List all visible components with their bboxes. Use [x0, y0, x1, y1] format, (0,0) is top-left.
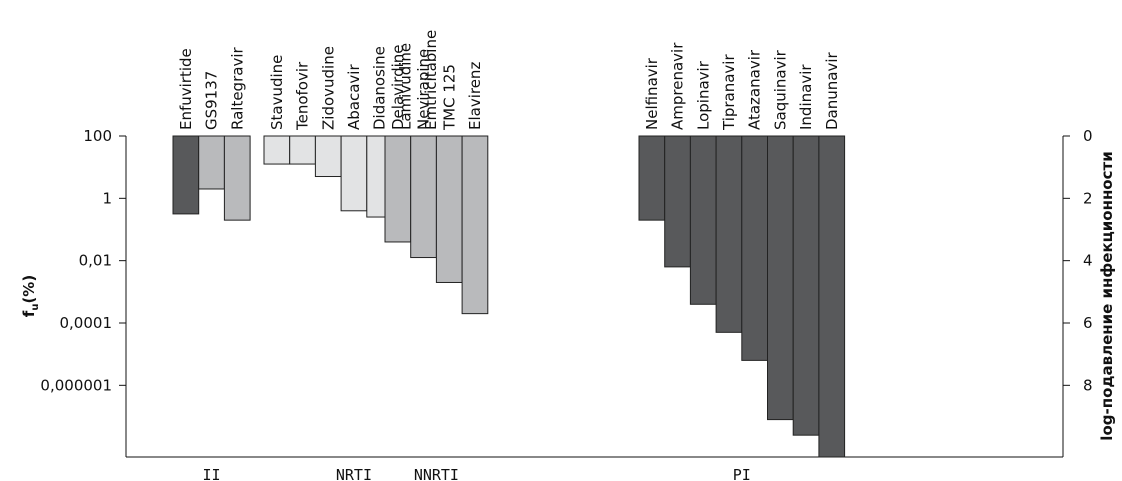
group-label-ii: II [203, 466, 221, 481]
y-tick-label: 0,000001 [40, 376, 112, 394]
bar-amprenavir [664, 135, 691, 268]
y2-axis-title: log-подавление инфекционности [1098, 151, 1116, 440]
bar-indinavir [792, 135, 820, 436]
bar-label: Lopinavir [694, 60, 712, 130]
y-axis-title-sub: u [30, 304, 41, 311]
y-tick-label: 0,01 [79, 252, 112, 270]
bar-label: Amprenavir [669, 42, 687, 130]
bar-label: Nelfinavir [643, 57, 661, 130]
bar-label: Elavirenz [466, 62, 484, 130]
bar-labels: Enfuvirtide GS9137 Raltegravir Stavudine Ten… [177, 30, 841, 131]
bar-nevirapine [410, 135, 437, 259]
y-axis-title-main: f [20, 310, 38, 317]
bar-lopinavir [689, 135, 717, 305]
bar-label: Tipranavir [720, 54, 738, 131]
y-tick-label: 100 [83, 127, 112, 145]
group-label-nrti: NRTI [336, 466, 372, 481]
y-axis-title-suffix: (%) [20, 275, 38, 304]
bar-label: Saquinavir [771, 49, 789, 130]
y2-tick-label: 2 [1083, 189, 1093, 207]
bar-label: Indinavir [797, 64, 815, 130]
bar-saquinavir [767, 135, 794, 421]
bar-tmc-125 [435, 135, 463, 283]
bar-label: Atazanavir [746, 49, 764, 130]
bar-label: Danunavir [823, 52, 841, 130]
bar-tenofovir [289, 135, 316, 165]
bar-label: Tenofovir [294, 61, 312, 131]
bars [172, 135, 846, 458]
y-tick-label: 1 [102, 189, 112, 207]
bar-label: Nevirapine [415, 49, 433, 130]
bar-label: Raltegravir [228, 47, 246, 130]
bar-gs9137 [198, 135, 225, 190]
y2-tick-label: 0 [1083, 127, 1093, 145]
y2-tick-label: 4 [1083, 252, 1093, 270]
bar-label: Emtricitabine [422, 30, 440, 130]
bar-label: Zidovudine [319, 46, 337, 130]
bar-abacavir [340, 135, 368, 212]
bar-danunavir [818, 135, 846, 458]
group-label-pi: PI [733, 466, 751, 481]
bar-tipranavir [715, 135, 743, 333]
bar-label: Lamivudine [396, 43, 414, 130]
y2-ticks: 0 2 4 6 8 [1063, 127, 1093, 394]
group-labels: II NRTI NNRTI PI [203, 466, 751, 481]
bar-label: Stavudine [268, 55, 286, 130]
bar-enfuvirtide [172, 135, 200, 215]
y-ticks: 100 1 0,01 0,0001 0,000001 [40, 127, 126, 394]
y-axis-title: fu(%) [20, 275, 41, 317]
group-label-nnrti: NNRTI [414, 466, 459, 481]
bar-label: Delavirdine [389, 44, 407, 130]
bar-label: Enfuvirtide [177, 48, 195, 130]
bar-atazanavir [741, 135, 768, 361]
bar-elavirenz [461, 135, 489, 315]
y2-tick-label: 6 [1083, 314, 1093, 332]
bar-raltegravir [223, 135, 251, 221]
bar-stavudine [263, 135, 291, 165]
bar-zidovudine [314, 135, 342, 178]
y-tick-label: 0,0001 [60, 314, 113, 332]
bar-delavirdine [384, 135, 412, 243]
bar-label: Didanosine [371, 46, 389, 130]
bar-label: GS9137 [203, 71, 221, 130]
bar-label: TMC 125 [440, 64, 458, 131]
bar-label: Abacavir [345, 64, 363, 130]
y2-tick-label: 8 [1083, 376, 1093, 394]
bar-nelfinavir [638, 135, 666, 221]
